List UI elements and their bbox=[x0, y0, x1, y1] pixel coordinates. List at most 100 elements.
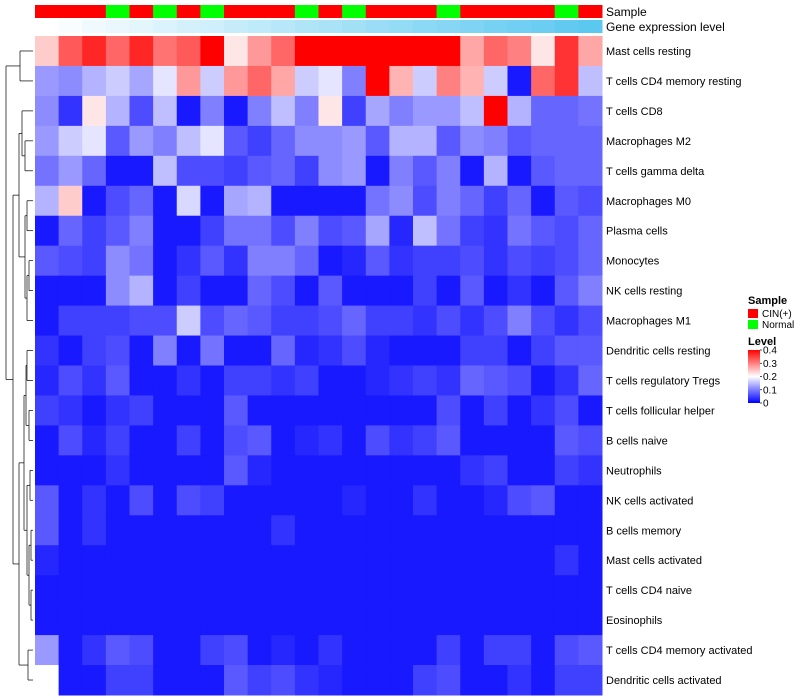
heatmap-cell bbox=[413, 65, 438, 97]
heatmap-cell bbox=[483, 425, 508, 456]
heatmap-cell bbox=[129, 215, 154, 247]
heatmap-cell bbox=[554, 36, 579, 67]
heatmap-cell bbox=[153, 425, 178, 456]
heatmap-cell bbox=[247, 95, 272, 127]
heatmap-cell bbox=[365, 635, 390, 666]
heatmap-cell bbox=[58, 605, 83, 636]
legend-level-ticks: 0.4 0.3 0.2 0.1 0 bbox=[760, 346, 777, 410]
heatmap-cell bbox=[247, 215, 272, 247]
heatmap-cell bbox=[200, 455, 225, 486]
heatmap-cell bbox=[82, 275, 107, 307]
heatmap-cell bbox=[35, 575, 60, 606]
heatmap-cell bbox=[271, 605, 296, 636]
heatmap-cell bbox=[531, 245, 556, 277]
heatmap-cell bbox=[200, 65, 225, 97]
heatmap-cell bbox=[105, 36, 130, 67]
heatmap-cell bbox=[200, 275, 225, 307]
heatmap-cell bbox=[105, 545, 130, 576]
heatmap-cell bbox=[342, 335, 367, 366]
row-label: Dendritic cells resting bbox=[606, 346, 711, 358]
heatmap-cell bbox=[365, 365, 390, 396]
heatmap-cell bbox=[58, 36, 83, 67]
heatmap-cell bbox=[224, 575, 249, 606]
sample-annotation-cell bbox=[153, 5, 178, 18]
heatmap-cell bbox=[58, 95, 83, 127]
heatmap-cell bbox=[507, 455, 532, 486]
heatmap-cell bbox=[507, 185, 532, 217]
heatmap-cell bbox=[224, 275, 249, 307]
heatmap-cell bbox=[153, 65, 178, 97]
heatmap-cell bbox=[554, 245, 579, 277]
heatmap-cell bbox=[247, 455, 272, 486]
heatmap-cell bbox=[531, 155, 556, 187]
heatmap-cells bbox=[35, 36, 603, 696]
row-label: Macrophages M1 bbox=[606, 316, 691, 328]
heatmap-cell bbox=[342, 125, 367, 157]
heatmap-cell bbox=[294, 335, 319, 366]
legend-cin-label: CIN(+) bbox=[762, 309, 792, 320]
heatmap-cell bbox=[35, 545, 60, 576]
heatmap-cell bbox=[389, 395, 414, 426]
heatmap-cell bbox=[507, 125, 532, 157]
sample-annotation-cell bbox=[578, 5, 603, 18]
heatmap-cell bbox=[82, 155, 107, 187]
heatmap-cell bbox=[318, 125, 343, 157]
heatmap-cell bbox=[413, 36, 438, 67]
heatmap-cell bbox=[483, 125, 508, 157]
heatmap-cell bbox=[413, 635, 438, 666]
heatmap-cell bbox=[436, 125, 461, 157]
legend-normal-label: Normal bbox=[762, 320, 794, 331]
heatmap-cell bbox=[294, 575, 319, 606]
heatmap-cell bbox=[200, 155, 225, 187]
heatmap-cell bbox=[413, 335, 438, 366]
heatmap-cell bbox=[58, 485, 83, 516]
sample-annotation-cell bbox=[342, 5, 367, 18]
heatmap-cell bbox=[294, 95, 319, 127]
heatmap-cell bbox=[554, 395, 579, 426]
heatmap-cell bbox=[365, 455, 390, 486]
heatmap-cell bbox=[554, 635, 579, 666]
heatmap-cell bbox=[271, 515, 296, 546]
heatmap-cell bbox=[153, 665, 178, 696]
heatmap-cell bbox=[342, 275, 367, 307]
heatmap-cell bbox=[82, 36, 107, 67]
heatmap-cell bbox=[460, 395, 485, 426]
heatmap-cell bbox=[365, 155, 390, 187]
heatmap-cell bbox=[82, 665, 107, 696]
heatmap-cell bbox=[507, 515, 532, 546]
heatmap-cell bbox=[247, 515, 272, 546]
heatmap-cell bbox=[271, 395, 296, 426]
heatmap-cell bbox=[318, 455, 343, 486]
heatmap-cell bbox=[105, 65, 130, 97]
heatmap-cell bbox=[531, 275, 556, 307]
heatmap-cell bbox=[105, 395, 130, 426]
heatmap-cell bbox=[176, 485, 201, 516]
heatmap-cell bbox=[460, 515, 485, 546]
heatmap-cell bbox=[200, 335, 225, 366]
sample-annotation-cell bbox=[224, 5, 249, 18]
heatmap-cell bbox=[460, 65, 485, 97]
heatmap-cell bbox=[554, 485, 579, 516]
expression-annotation-cell bbox=[176, 20, 201, 33]
heatmap-cell bbox=[507, 635, 532, 666]
sample-annotation-cell bbox=[294, 5, 319, 18]
heatmap-cell bbox=[578, 65, 603, 97]
heatmap-cell bbox=[436, 665, 461, 696]
heatmap-cell bbox=[436, 485, 461, 516]
sample-annotation-cell bbox=[554, 5, 579, 18]
heatmap-cell bbox=[82, 575, 107, 606]
row-label: T cells CD4 memory activated bbox=[606, 645, 753, 657]
heatmap-cell bbox=[318, 36, 343, 67]
expression-annotation-cell bbox=[105, 20, 130, 33]
heatmap-cell bbox=[436, 335, 461, 366]
heatmap-cell bbox=[224, 95, 249, 127]
heatmap-cell bbox=[507, 575, 532, 606]
heatmap-cell bbox=[271, 635, 296, 666]
expression-annotation-cell bbox=[271, 20, 296, 33]
heatmap-cell bbox=[460, 95, 485, 127]
heatmap-cell bbox=[35, 155, 60, 187]
heatmap-cell bbox=[365, 125, 390, 157]
heatmap-cell bbox=[531, 36, 556, 67]
heatmap-cell bbox=[389, 36, 414, 67]
